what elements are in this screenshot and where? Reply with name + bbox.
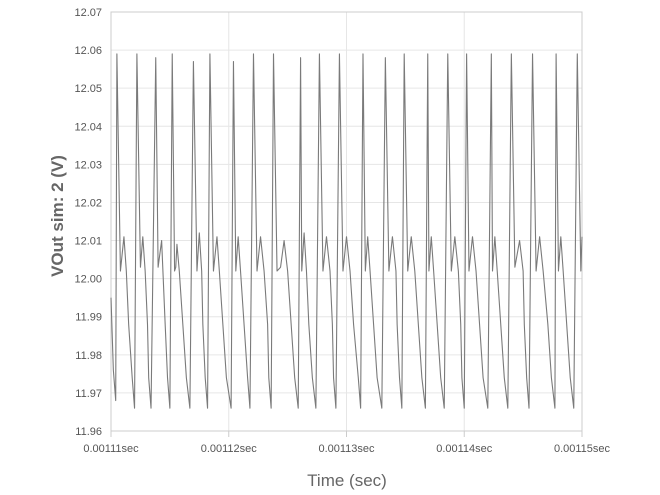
y-tick-label: 12.02 [74,197,102,209]
y-axis-ticks: 11.96 11.97 11.98 11.99 12.00 12.01 12.02 12.03… [74,7,102,438]
y-tick-label: 12.00 [74,274,102,286]
y-axis-title: VOut sim: 2 (V) [48,155,67,277]
x-axis-ticks: 0.00111sec 0.00112sec 0.00113sec 0.00114sec… [83,431,611,455]
x-tick-label: 0.00114sec [436,443,493,455]
y-tick-label: 11.96 [75,426,102,438]
y-tick-label: 11.97 [75,388,102,400]
y-tick-label: 12.05 [74,83,102,95]
y-tick-label: 11.98 [75,350,102,362]
x-tick-label: 0.00113sec [318,443,375,455]
x-tick-label: 0.00111sec [83,443,139,455]
y-tick-label: 12.01 [74,236,102,248]
y-tick-label: 12.07 [74,7,102,19]
x-axis-title: Time (sec) [307,471,387,490]
y-tick-label: 12.04 [74,121,102,133]
series-line-vout [110,53,583,409]
y-tick-label: 12.06 [74,45,102,57]
y-tick-label: 12.03 [74,159,102,171]
x-tick-label: 0.00115sec [554,443,611,455]
x-tick-label: 0.00112sec [201,443,258,455]
plot-area-frame [110,11,583,432]
y-tick-label: 11.99 [75,312,102,324]
